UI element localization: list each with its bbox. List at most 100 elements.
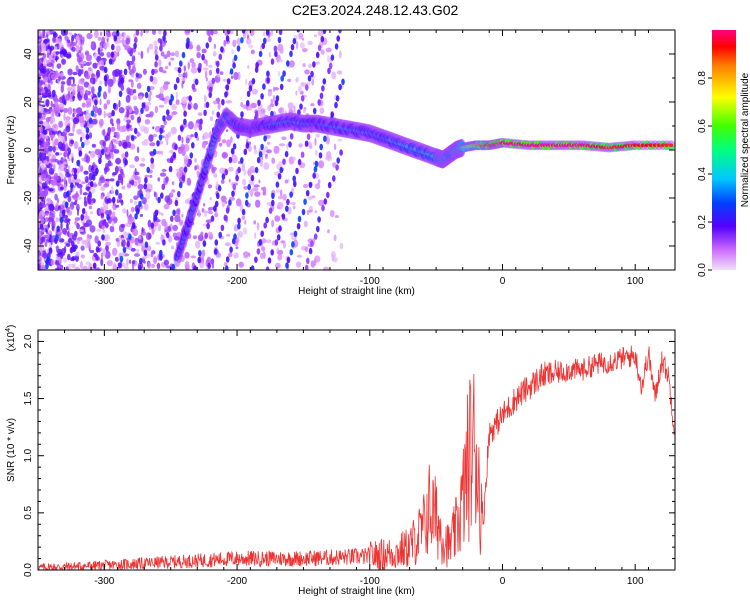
noise-speckle — [132, 228, 139, 236]
streak-blob — [245, 142, 250, 149]
noise-speckle — [122, 262, 126, 268]
noise-speckle — [247, 104, 252, 111]
noise-speckle — [219, 167, 226, 174]
noise-speckle — [38, 121, 44, 125]
noise-speckle — [42, 43, 47, 52]
noise-speckle — [322, 266, 330, 270]
noise-speckle — [247, 65, 250, 69]
noise-speckle — [140, 50, 144, 59]
streak-blob — [225, 207, 230, 214]
noise-speckle — [271, 219, 275, 228]
noise-speckle — [176, 170, 183, 179]
streak-blob — [85, 133, 90, 140]
noise-speckle — [129, 164, 135, 169]
streak-blob — [65, 266, 69, 270]
streak-blob — [176, 77, 180, 84]
streak-blob — [98, 157, 102, 165]
streak-blob — [289, 133, 294, 140]
noise-speckle — [58, 205, 61, 211]
streak-blob — [159, 254, 163, 261]
noise-speckle — [243, 168, 246, 177]
noise-speckle — [185, 137, 190, 144]
noise-speckle — [314, 149, 318, 157]
noise-speckle — [205, 219, 213, 224]
noise-speckle — [66, 222, 69, 231]
noise-speckle — [245, 78, 248, 86]
noise-speckle — [196, 51, 201, 59]
noise-speckle — [148, 94, 152, 102]
noise-speckle — [187, 61, 190, 70]
streak-blob — [76, 159, 80, 167]
streak-blob — [225, 265, 229, 270]
noise-speckle — [51, 73, 57, 81]
noise-speckle — [40, 35, 47, 39]
noise-speckle — [46, 52, 50, 59]
noise-speckle — [125, 105, 131, 111]
noise-speckle — [250, 102, 257, 109]
noise-speckle — [211, 166, 217, 171]
streak-blob — [73, 167, 78, 175]
noise-speckle — [117, 51, 120, 57]
streak-blob — [250, 174, 255, 182]
streak-blob — [81, 207, 86, 215]
noise-speckle — [278, 160, 283, 167]
streak-blob — [280, 75, 285, 82]
noise-speckle — [315, 61, 320, 65]
noise-speckle — [300, 82, 306, 87]
x-tick-label: 0 — [500, 276, 506, 287]
noise-speckle — [142, 68, 147, 75]
noise-speckle — [113, 132, 118, 136]
noise-speckle — [77, 68, 82, 77]
streak-blob — [251, 78, 256, 85]
noise-speckle — [160, 233, 163, 242]
streak-blob — [232, 143, 237, 150]
streak-blob — [146, 85, 151, 93]
noise-speckle — [254, 232, 257, 239]
noise-speckle — [149, 174, 153, 178]
streak-blob — [240, 37, 244, 44]
noise-speckle — [58, 120, 63, 128]
noise-speckle — [233, 252, 239, 259]
noise-speckle — [106, 198, 113, 204]
noise-speckle — [105, 153, 112, 160]
noise-speckle — [76, 55, 82, 63]
streak-blob — [133, 127, 138, 135]
streak-blob — [170, 94, 174, 102]
noise-speckle — [84, 154, 87, 162]
noise-speckle — [253, 220, 257, 225]
streak-blob — [198, 124, 203, 131]
noise-speckle — [43, 252, 47, 259]
noise-speckle — [263, 162, 270, 170]
streak-blob — [330, 54, 335, 61]
noise-speckle — [164, 65, 169, 70]
streak-blob — [286, 60, 290, 67]
spectrogram-x-axis-label: Height of straight line (km) — [298, 286, 415, 297]
noise-speckle — [83, 93, 88, 101]
snr-x-axis-label: Height of straight line (km) — [298, 586, 415, 597]
noise-speckle — [86, 32, 93, 40]
noise-speckle — [154, 105, 158, 114]
noise-speckle — [150, 162, 155, 170]
noise-speckle — [96, 229, 102, 232]
noise-speckle — [278, 143, 286, 147]
noise-speckle — [80, 181, 86, 185]
noise-speckle — [213, 43, 216, 50]
streak-blob — [285, 262, 289, 269]
noise-speckle — [133, 33, 137, 39]
noise-speckle — [175, 91, 178, 100]
noise-speckle — [82, 192, 88, 196]
streak-blob — [335, 95, 340, 102]
noise-speckle — [60, 30, 67, 37]
streak-blob — [279, 166, 284, 174]
noise-speckle — [298, 85, 302, 93]
streak-blob — [293, 180, 297, 188]
noise-speckle — [65, 171, 70, 178]
noise-speckle — [90, 42, 97, 51]
noise-speckle — [222, 78, 228, 82]
noise-speckle — [66, 39, 71, 43]
noise-speckle — [41, 198, 44, 203]
noise-speckle — [70, 257, 75, 262]
streak-blob — [148, 232, 152, 240]
noise-speckle — [108, 142, 113, 150]
streak-blob — [181, 51, 186, 59]
